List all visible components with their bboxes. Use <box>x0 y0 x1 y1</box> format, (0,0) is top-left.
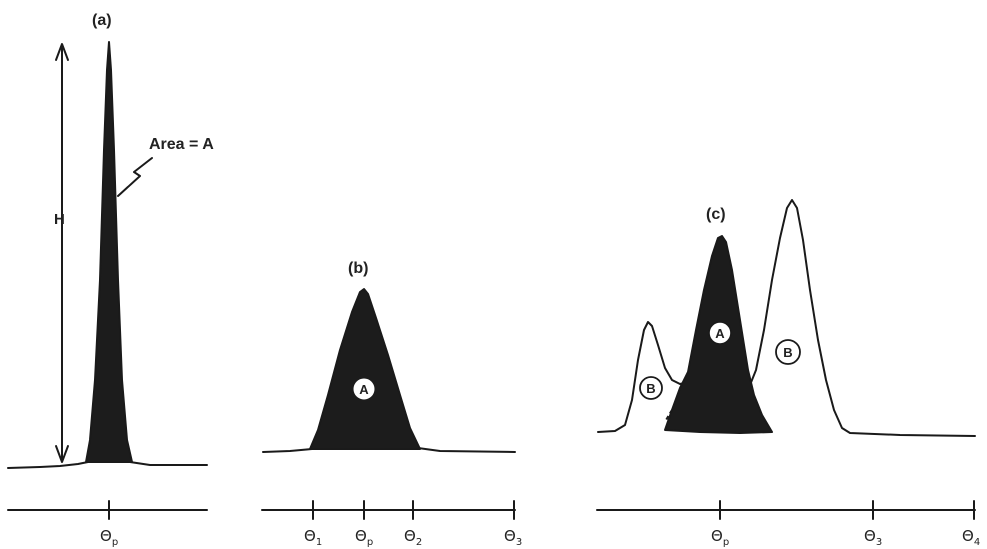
panel-b-peak-label: A <box>359 382 369 397</box>
panel-b-label: (b) <box>348 260 368 277</box>
height-arrow-bottom-head <box>55 445 69 463</box>
panel-b-baseline-right <box>417 447 516 453</box>
panel-b-peak-badge <box>353 378 375 400</box>
panel-a-label: (a) <box>92 12 112 29</box>
panel-c-tick-label-3: Θ3 <box>864 527 882 548</box>
panel-b: A (b) Θ1 Θp Θ2 Θ3 <box>261 260 522 548</box>
panel-b-tick-label-3: Θ3 <box>504 527 522 548</box>
panel-c-left-b-badge <box>639 376 663 400</box>
area-label: Area = A <box>149 136 214 153</box>
panel-a-baseline-right <box>129 461 208 466</box>
panel-c-label: (c) <box>706 206 726 223</box>
panel-b-tick-label-2: Θ2 <box>404 527 422 548</box>
panel-c-peak-a-label: A <box>715 326 725 341</box>
panel-c-right-b-label: B <box>783 345 792 360</box>
height-arrow-top-head <box>55 43 69 61</box>
panel-c-tick-label-p: Θp <box>711 527 729 548</box>
panel-a: H (a) Area = A Θp <box>7 12 214 548</box>
height-label: H <box>54 211 65 228</box>
panel-c-tick-label-4: Θ4 <box>962 527 980 548</box>
panel-a-tick-label-p: Θp <box>100 527 118 548</box>
panel-a-baseline <box>7 461 89 469</box>
panel-b-tick-label-1: Θ1 <box>304 527 322 548</box>
panel-a-peak <box>85 41 133 463</box>
panel-c-left-b-label: B <box>646 381 655 396</box>
panel-c-trace <box>597 321 689 433</box>
panel-b-tick-label-p: Θp <box>355 527 373 548</box>
panel-c-trace-right <box>747 199 976 437</box>
panel-b-baseline <box>262 448 313 453</box>
panel-c-right-b-badge <box>775 339 801 365</box>
panel-c: A B B (c) Θp Θ3 Θ4 <box>596 199 980 548</box>
panel-b-peak <box>309 288 421 450</box>
area-leader <box>117 157 153 197</box>
panel-c-peak-a-badge <box>708 321 732 345</box>
